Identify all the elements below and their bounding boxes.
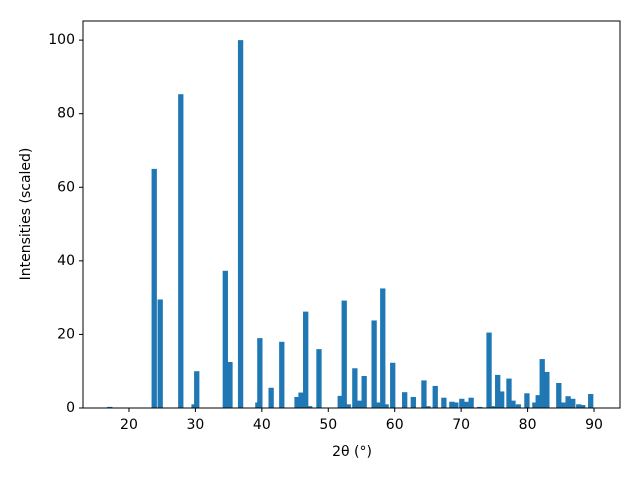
y-tick-label: 20 (57, 326, 75, 342)
bar (425, 406, 431, 408)
bar (361, 375, 367, 408)
bar (157, 299, 163, 408)
bar (544, 371, 550, 408)
bar (341, 300, 347, 408)
bar (279, 341, 285, 408)
y-tick-label: 100 (48, 32, 75, 48)
bar (402, 392, 408, 408)
bar (556, 382, 562, 408)
bar (227, 362, 233, 408)
bar (499, 391, 505, 408)
bar (352, 368, 358, 408)
bar (506, 378, 512, 408)
bar (490, 406, 496, 408)
bar (539, 359, 545, 408)
bar (294, 396, 300, 408)
bar (191, 404, 197, 408)
bar (453, 402, 459, 408)
bar (303, 311, 309, 408)
bar (371, 320, 377, 408)
y-tick-label: 60 (57, 179, 75, 195)
bar (576, 404, 582, 408)
bar (222, 270, 228, 408)
x-tick-label: 60 (386, 417, 404, 433)
bar (432, 385, 438, 408)
x-tick-label: 90 (585, 417, 603, 433)
bar (449, 401, 455, 408)
bar (421, 380, 427, 408)
bar (298, 392, 304, 408)
y-tick-label: 0 (66, 400, 75, 416)
bar (495, 374, 501, 408)
bar (410, 396, 416, 408)
bar (316, 349, 322, 408)
bar (151, 168, 157, 408)
bar (560, 402, 566, 408)
bar (532, 402, 538, 408)
y-tick-label: 80 (57, 106, 75, 122)
x-tick-label: 30 (186, 417, 204, 433)
bar (486, 332, 492, 408)
bar (356, 400, 362, 408)
bar (178, 94, 184, 409)
bar (580, 405, 586, 408)
x-tick-label: 40 (253, 417, 271, 433)
bar (337, 395, 343, 408)
bar (468, 397, 474, 408)
bar (524, 393, 530, 408)
x-tick-label: 50 (319, 417, 337, 433)
bar (257, 338, 263, 408)
bar (459, 398, 465, 408)
bar (107, 406, 113, 408)
x-axis-label: 2θ (°) (332, 444, 372, 460)
bar (380, 288, 386, 408)
bar (441, 397, 447, 408)
bar (565, 396, 571, 408)
x-tick-label: 20 (120, 417, 138, 433)
bar (510, 400, 516, 408)
bar (375, 402, 381, 408)
bar (515, 404, 521, 408)
bar (268, 387, 274, 408)
bar (345, 404, 351, 408)
bar (194, 371, 200, 408)
bar (463, 401, 469, 408)
y-axis-label: Intensities (scaled) (18, 148, 34, 281)
x-tick-label: 70 (452, 417, 470, 433)
plot-frame (82, 20, 621, 409)
bar (477, 406, 483, 408)
bar (390, 362, 396, 408)
bar (307, 406, 313, 408)
bar (588, 394, 594, 408)
x-tick-label: 80 (519, 417, 537, 433)
bar (383, 404, 389, 408)
bar (237, 40, 244, 409)
y-tick-label: 40 (57, 253, 75, 269)
bar (535, 395, 541, 408)
bar (570, 398, 576, 408)
